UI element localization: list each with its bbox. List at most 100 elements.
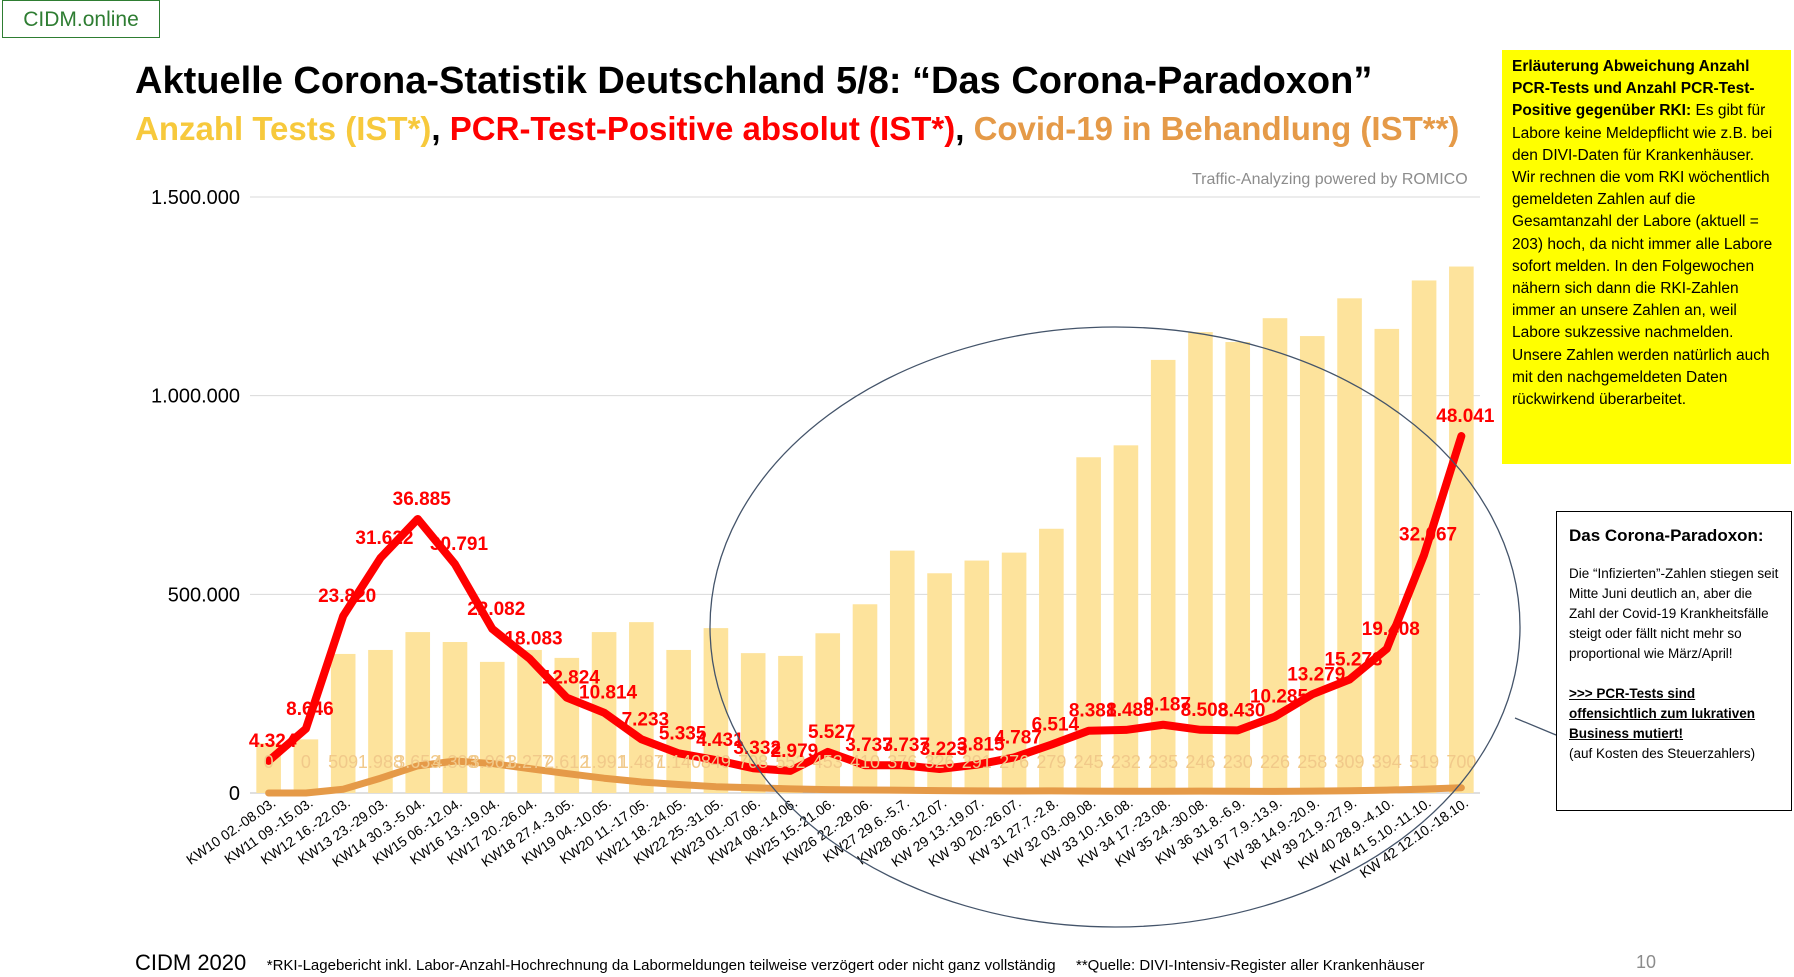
- bar: [964, 560, 990, 793]
- footer-note-rki: *RKI-Lagebericht inkl. Labor-Anzahl-Hoch…: [266, 957, 1056, 974]
- data-label-treatment: 1.140: [656, 752, 701, 772]
- chart-credit: Traffic-Analyzing powered by ROMICO: [1192, 171, 1468, 188]
- bar: [889, 550, 915, 793]
- connector-line: [1514, 717, 1557, 736]
- data-label-positives: 4.431: [696, 730, 744, 751]
- data-label-positives: 4.787: [994, 727, 1042, 748]
- data-label-treatment: 245: [1074, 752, 1104, 772]
- data-label-positives: 13.279: [1287, 664, 1345, 685]
- subtitle-sep-2: ,: [955, 110, 974, 147]
- data-label-treatment: 235: [1148, 752, 1178, 772]
- data-label-positives: 8.430: [1218, 700, 1266, 721]
- bar: [666, 649, 691, 793]
- data-label-positives: 36.885: [393, 489, 452, 510]
- footer-note-divi: **Quelle: DIVI-Intensiv-Register aller K…: [1075, 957, 1425, 974]
- bar: [1188, 332, 1213, 793]
- data-label-positives: 3.223: [920, 739, 968, 760]
- data-label-treatment: 394: [1372, 752, 1402, 772]
- data-label-positives: 10.285: [1250, 687, 1309, 708]
- data-label-positives: 30.791: [430, 534, 489, 555]
- data-label-positives: 18.083: [504, 629, 562, 650]
- data-label-treatment: 1.487: [619, 752, 664, 772]
- data-label-positives: 3.815: [957, 735, 1005, 756]
- subtitle-treatment: Covid-19 in Behandlung (IST**): [973, 110, 1460, 147]
- highlight-ellipse: [709, 326, 1521, 928]
- y-tick-label: 1.500.000: [151, 187, 240, 209]
- data-label-treatment: 1.988: [358, 752, 403, 772]
- page-subtitle: Anzahl Tests (IST*), PCR-Test-Positive a…: [135, 110, 1459, 148]
- data-label-treatment: 3.961: [470, 752, 515, 772]
- data-label-treatment: 309: [1335, 752, 1365, 772]
- data-label-treatment: 279: [1036, 752, 1066, 772]
- data-label-positives: 3.737: [845, 735, 893, 756]
- data-label-positives: 6.514: [1032, 715, 1080, 736]
- data-label-treatment: 453: [813, 752, 843, 772]
- footer-brand: CIDM 2020: [135, 950, 247, 975]
- data-label-treatment: 232: [1111, 752, 1141, 772]
- y-tick-label: 500.000: [168, 584, 240, 606]
- data-label-treatment: 519: [1409, 752, 1439, 772]
- data-label-positives: 8.646: [286, 699, 334, 720]
- data-label-positives: 4.324: [249, 731, 297, 752]
- data-label-treatment: 410: [850, 752, 880, 772]
- subtitle-tests: Anzahl Tests (IST*): [135, 110, 432, 147]
- data-label-positives: 2.979: [771, 741, 819, 762]
- bar: [1449, 266, 1474, 793]
- series-line-positives: [264, 432, 1466, 775]
- data-label-positives: 19.408: [1362, 619, 1420, 640]
- series-line-treatment: [265, 757, 1465, 797]
- subtitle-sep-1: ,: [431, 110, 450, 147]
- paradox-body: Die “Infizierten”-Zahlen stiegen seit Mi…: [1569, 566, 1779, 661]
- bar: [815, 633, 841, 793]
- y-tick-label: 0: [229, 783, 240, 805]
- data-label-positives: 3.737: [882, 735, 930, 756]
- bar: [330, 653, 356, 793]
- data-label-positives: 23.820: [318, 586, 376, 607]
- brand-logo: CIDM.online: [2, 0, 160, 38]
- bar: [1299, 336, 1325, 793]
- subtitle-positives: PCR-Test-Positive absolut (IST*): [449, 110, 956, 147]
- paradox-tail: (auf Kosten des Steuerzahlers): [1569, 746, 1756, 761]
- bar: [629, 622, 654, 793]
- data-label-treatment: 700: [1446, 752, 1476, 772]
- data-label-positives: 5.527: [808, 722, 856, 743]
- footer: CIDM 2020 *RKI-Lagebericht inkl. Labor-A…: [135, 950, 1424, 976]
- paradox-note: Das Corona-Paradoxon: Die “Infizierten”-…: [1556, 511, 1792, 811]
- bar: [1225, 342, 1251, 793]
- data-label-positives: 5.335: [659, 723, 707, 744]
- data-label-treatment: 246: [1185, 752, 1215, 772]
- data-label-positives: 22.082: [467, 599, 525, 620]
- data-label-positives: 8.508: [1181, 700, 1229, 721]
- data-label-treatment: 0: [301, 752, 311, 772]
- bar: [1337, 298, 1362, 793]
- bar: [442, 642, 468, 793]
- data-label-positives: 8.381: [1069, 701, 1117, 722]
- data-label-treatment: 326: [925, 752, 955, 772]
- bar: [368, 649, 393, 793]
- bar: [1113, 445, 1139, 793]
- data-label-positives: 48.041: [1436, 406, 1495, 427]
- data-label-positives: 3.332: [733, 738, 781, 759]
- data-label-treatment: 4.303: [432, 752, 477, 772]
- data-label-treatment: 1.991: [582, 752, 627, 772]
- bar: [479, 661, 505, 793]
- explanation-heading: Erläuterung Abweichung Anzahl PCR-Tests …: [1512, 58, 1755, 120]
- bar: [293, 739, 319, 793]
- data-label-positives: 32.067: [1399, 525, 1457, 546]
- data-label-positives: 31.622: [355, 528, 413, 549]
- data-label-positives: 9.187: [1143, 695, 1191, 716]
- explanation-note: Erläuterung Abweichung Anzahl PCR-Tests …: [1502, 50, 1791, 464]
- data-label-treatment: 849: [701, 752, 731, 772]
- paradox-emphasis: >>> PCR-Tests sind offensichtlich zum lu…: [1569, 686, 1756, 741]
- bar: [1374, 328, 1400, 793]
- data-label-treatment: 3.653: [395, 752, 440, 772]
- data-label-treatment: 3.277: [507, 752, 552, 772]
- y-tick-label: 1.000.000: [151, 386, 240, 408]
- bar: [1076, 457, 1101, 793]
- data-label-treatment: 2.612: [544, 752, 589, 772]
- paradox-heading: Das Corona-Paradoxon:: [1569, 526, 1764, 545]
- data-label-treatment: 376: [887, 752, 917, 772]
- bar: [927, 573, 952, 793]
- data-label-treatment: 0: [264, 752, 274, 772]
